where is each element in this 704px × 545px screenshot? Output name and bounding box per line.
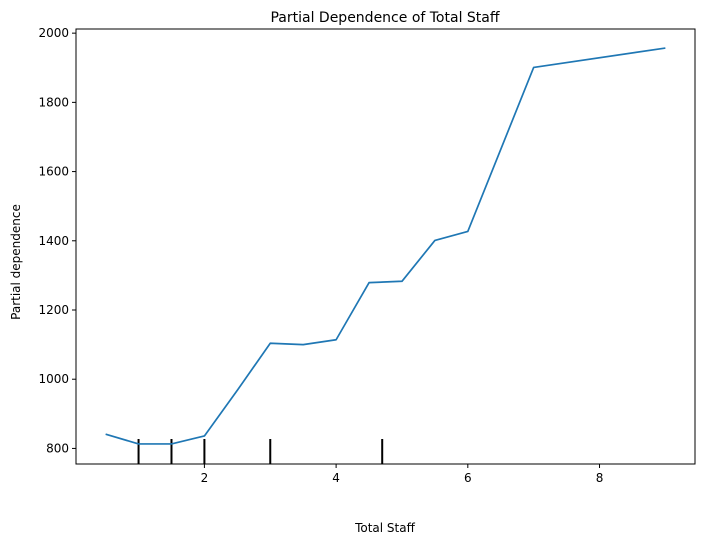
- x-axis-label: Total Staff: [354, 521, 416, 535]
- y-axis: 800 1000 1200 1400 1600 1800 2000: [38, 26, 76, 455]
- chart-title: Partial Dependence of Total Staff: [270, 10, 499, 26]
- plot-frame: [75, 28, 696, 465]
- series-line: [105, 47, 666, 445]
- y-axis-label: Partial dependence: [9, 204, 23, 320]
- y-tick-label: 1800: [38, 95, 69, 109]
- y-tick-label: 1400: [38, 234, 69, 248]
- x-tick-label: 6: [464, 471, 472, 485]
- x-axis: 2 4 6 8: [201, 464, 604, 485]
- x-tick-label: 8: [596, 471, 604, 485]
- x-tick-label: 4: [332, 471, 340, 485]
- x-tick-label: 2: [201, 471, 209, 485]
- plot-area: [105, 47, 666, 464]
- y-tick-label: 1600: [38, 165, 69, 179]
- y-tick-label: 2000: [38, 26, 69, 40]
- y-tick-label: 800: [46, 441, 69, 455]
- y-tick-label: 1000: [38, 372, 69, 386]
- y-tick-label: 1200: [38, 303, 69, 317]
